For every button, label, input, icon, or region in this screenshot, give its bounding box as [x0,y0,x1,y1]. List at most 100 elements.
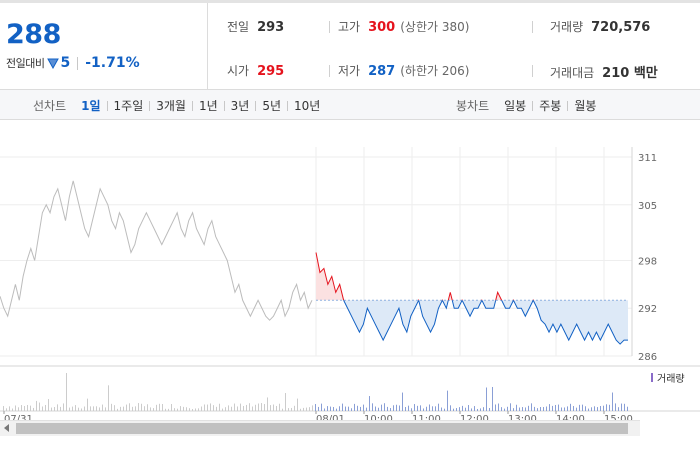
volume-bar [63,403,64,411]
volume-bar [201,406,202,411]
y-tick-label: 292 [638,304,657,315]
volume-bar [87,398,88,411]
period-10y[interactable]: 10년 [294,99,321,113]
volume-bar [339,406,340,411]
volume-bar [375,406,376,411]
period-3y[interactable]: 3년 [230,99,250,113]
volume-bar [228,405,229,411]
volume-bar [222,408,223,411]
period-divider [532,100,534,111]
volume-bar [216,406,217,411]
volume-bar [462,405,463,411]
volume-bar [468,405,469,411]
chart-scrollbar[interactable] [0,420,640,436]
volume-bar [168,408,169,411]
volume-bar [576,407,577,411]
volume-bar [327,406,328,411]
volume-bar [300,408,301,411]
y-tick-label: 305 [638,201,657,212]
period-5y[interactable]: 5년 [262,99,282,113]
period-daily[interactable]: 일봉 [504,99,527,113]
volume-bar [138,403,139,411]
volume-bar [72,406,73,411]
volume-bar [30,405,31,411]
volume-bar [51,407,52,411]
volume-bar [120,406,121,411]
x-tick-label: 13:00 [508,414,537,421]
volume-bar [333,407,334,411]
volume-bar [90,406,91,411]
volume-bar [156,404,157,411]
change-value: 5 [60,55,71,71]
volume-bar [324,408,325,411]
volume-bar [75,405,76,411]
volume-bar [192,408,193,411]
top-border [0,0,700,3]
x-tick-label: 14:00 [556,414,585,421]
volume-bar [33,407,34,411]
x-tick-label: 15:00 [604,414,633,421]
volume-bar [471,408,472,411]
volume-bar [522,407,523,411]
volume-bar [162,404,163,411]
stat-sub: (상한가 380) [400,20,470,34]
volume-bar [606,404,607,411]
stat-label: 거래량 [550,20,584,34]
volume-bar [624,403,625,411]
volume-bar [405,406,406,411]
y-tick-label: 298 [638,256,657,267]
scroll-thumb[interactable] [16,423,628,434]
volume-bar [39,402,40,411]
volume-bar [219,403,220,411]
volume-bar [351,408,352,411]
volume-bar [15,405,16,411]
volume-bar [270,405,271,411]
stat-divider [532,65,533,77]
volume-bar [129,403,130,411]
volume-bar [144,406,145,411]
volume-bar [255,404,256,411]
volume-bar [432,406,433,411]
volume-bar [315,404,316,411]
volume-bar [237,406,238,411]
volume-bar [615,403,616,411]
volume-bar [495,404,496,411]
volume-bar [501,407,502,411]
volume-bar [225,407,226,411]
volume-bar [105,407,106,411]
volume-bar [153,408,154,411]
period-weekly[interactable]: 주봉 [539,99,562,113]
current-price: 288 [6,19,61,50]
volume-bar [207,404,208,411]
volume-bar [408,405,409,411]
volume-bar [183,406,184,411]
volume-bar [117,408,118,411]
volume-bar [285,393,286,411]
volume-bar [525,407,526,411]
volume-bar [318,406,319,411]
x-tick-label: 10:00 [364,414,393,421]
volume-bar [579,404,580,411]
scroll-left-arrow[interactable] [4,424,9,432]
volume-bar [276,405,277,411]
volume-bar [474,406,475,411]
volume-bar [99,407,100,411]
volume-bar [264,404,265,411]
period-3m[interactable]: 3개월 [156,99,186,113]
stat-divider [329,65,330,77]
volume-bar [231,406,232,411]
volume-bar [411,408,412,411]
volume-bar [618,407,619,411]
price-chart[interactable]: 311 305 298 292 286 거래량 07/31 08/01 10:00 11:00 12… [0,121,700,450]
volume-bar [171,404,172,411]
volume-bar [426,406,427,411]
volume-bar [42,406,43,411]
volume-bar [66,373,67,411]
period-1y[interactable]: 1년 [198,99,218,113]
volume-bar [555,404,556,411]
period-1d[interactable]: 1일 [81,99,101,113]
volume-bar [18,407,19,411]
period-1w[interactable]: 1주일 [113,99,144,113]
volume-bar [69,407,70,411]
period-monthly[interactable]: 월봉 [574,99,597,113]
